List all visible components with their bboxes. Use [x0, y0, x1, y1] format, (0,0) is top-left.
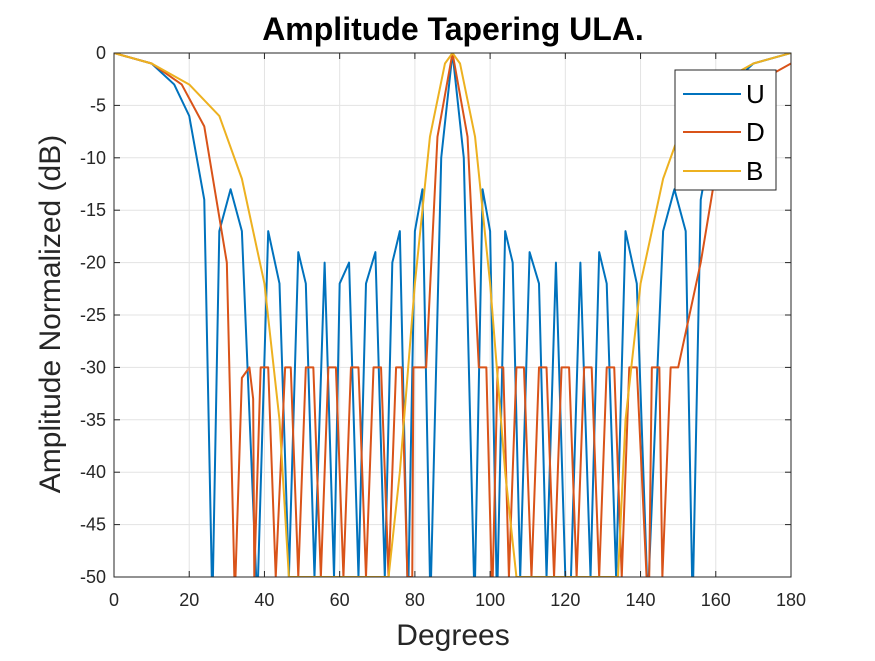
- y-tick-label: -20: [80, 253, 106, 273]
- axis-ticks: 0 20 40 60 80 100 120 140 160 180 0 -5 -10 -15 -20 -25 -…: [80, 43, 806, 610]
- y-tick-label: -15: [80, 200, 106, 220]
- x-tick-label: 100: [475, 590, 505, 610]
- x-tick-label: 40: [254, 590, 274, 610]
- x-tick-label: 0: [109, 590, 119, 610]
- y-tick-label: -50: [80, 567, 106, 587]
- x-tick-label: 160: [701, 590, 731, 610]
- y-tick-label: -40: [80, 462, 106, 482]
- y-tick-label: -45: [80, 515, 106, 535]
- legend-label-b: B: [746, 156, 763, 186]
- y-tick-label: -10: [80, 148, 106, 168]
- x-tick-label: 60: [330, 590, 350, 610]
- series-line-b: [114, 53, 791, 577]
- x-tick-label: 180: [776, 590, 806, 610]
- y-axis-title: Amplitude Normalized (dB): [34, 135, 67, 493]
- y-tick-label: -5: [90, 95, 106, 115]
- x-tick-label: 80: [405, 590, 425, 610]
- y-tick-label: -25: [80, 305, 106, 325]
- chart-title: Amplitude Tapering ULA.: [262, 11, 644, 47]
- y-tick-label: 0: [96, 43, 106, 63]
- legend-label-d: D: [746, 117, 765, 147]
- legend: U D B: [674, 69, 777, 191]
- x-tick-label: 20: [179, 590, 199, 610]
- legend-label-u: U: [746, 79, 765, 109]
- x-axis-title: Degrees: [396, 619, 509, 652]
- plot-area-series: [114, 53, 791, 577]
- x-tick-label: 140: [626, 590, 656, 610]
- series-line-u: [114, 53, 791, 577]
- x-tick-label: 120: [550, 590, 580, 610]
- y-tick-label: -35: [80, 410, 106, 430]
- y-tick-label: -30: [80, 357, 106, 377]
